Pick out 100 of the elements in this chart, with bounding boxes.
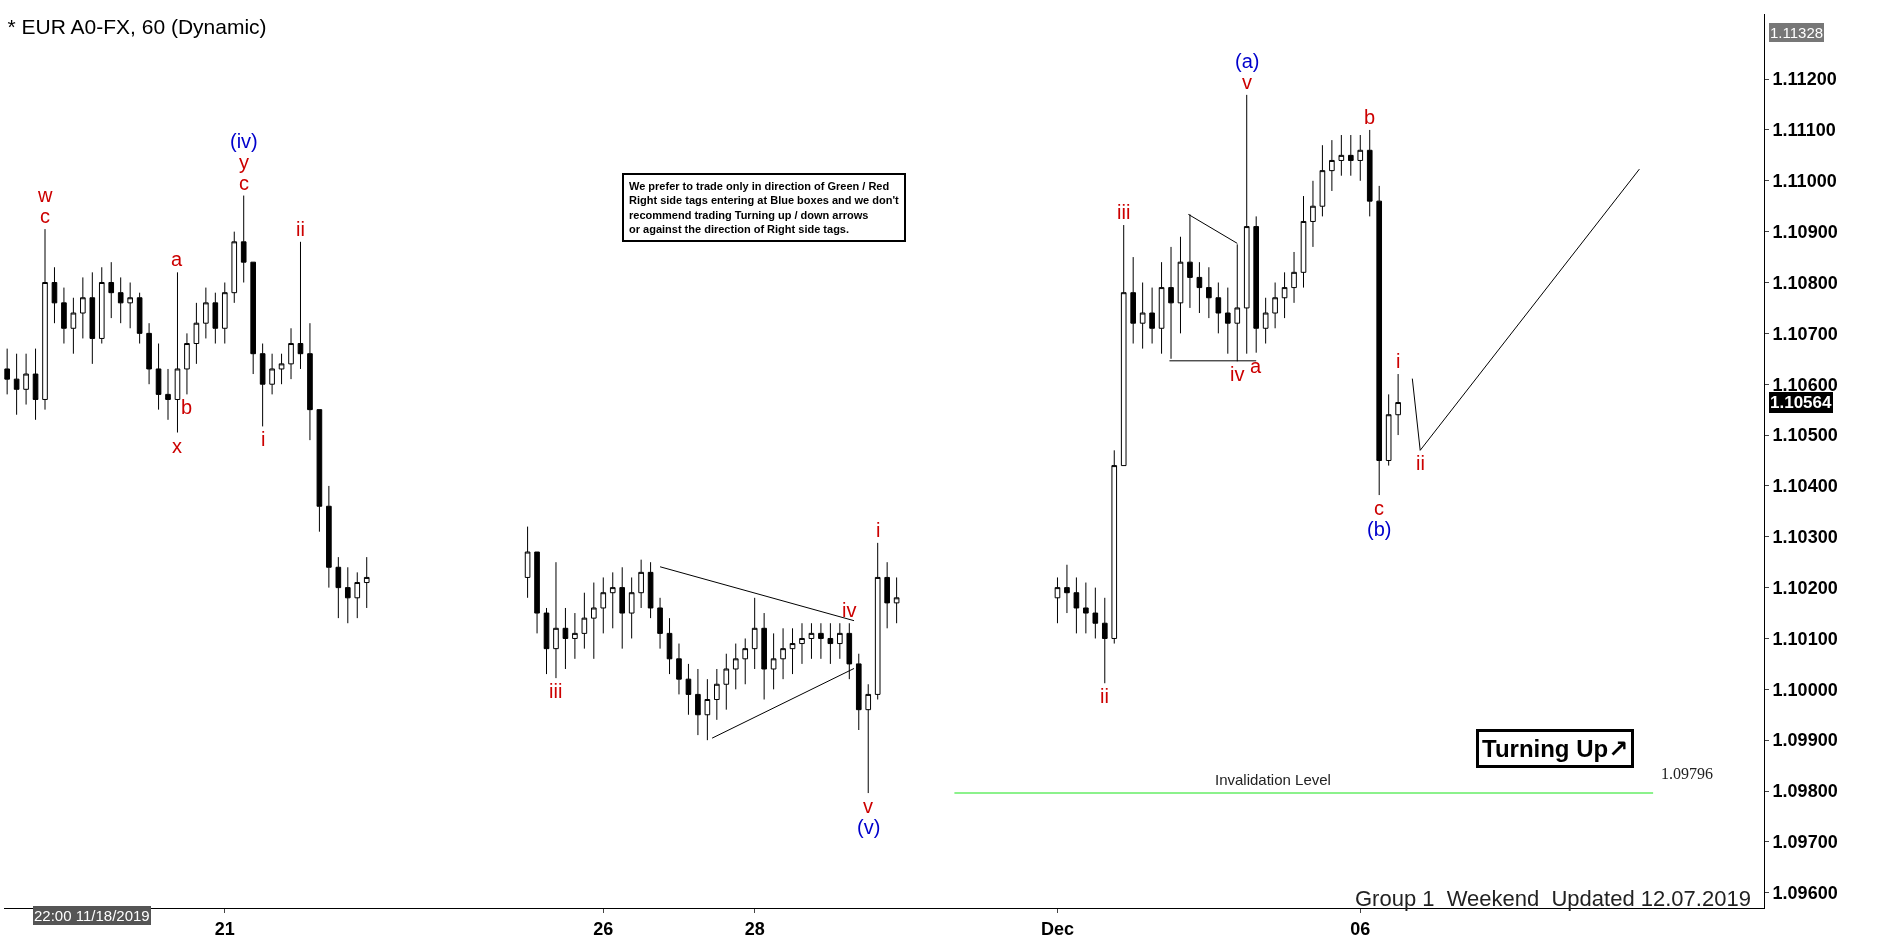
- candlestick: [723, 653, 730, 711]
- candlestick: [165, 368, 171, 421]
- text: 1.11328: [1770, 24, 1824, 41]
- candlestick: [117, 276, 124, 324]
- candlestick: [278, 353, 285, 385]
- annotation: (iv): [230, 130, 258, 152]
- candlestick: [1139, 282, 1146, 350]
- candlestick: [89, 271, 96, 365]
- candlestick: [80, 276, 86, 339]
- annotation: ii: [1100, 685, 1109, 707]
- candlestick: [600, 576, 607, 634]
- candlestick: [837, 622, 843, 660]
- annotation: i: [876, 519, 881, 541]
- candlestick: [240, 195, 247, 284]
- candlestick: [32, 348, 39, 421]
- candlestick: [146, 322, 152, 385]
- candlestick: [1272, 282, 1278, 329]
- candlestick: [1243, 94, 1250, 355]
- y-tick-label: 1.10100: [1772, 628, 1838, 649]
- annotation: a: [171, 248, 183, 270]
- annotation: 1.09796: [1661, 765, 1713, 782]
- candlestick: [316, 409, 323, 533]
- candlestick: [1215, 282, 1222, 334]
- candlestick: [1149, 287, 1155, 345]
- x-tick-label: 26: [593, 918, 614, 939]
- candlestick: [297, 241, 304, 370]
- candlestick: [543, 607, 550, 675]
- candlestick: [203, 287, 209, 339]
- x-tick-label: 28: [744, 918, 765, 939]
- annotation: c: [1374, 497, 1384, 519]
- candlestick: [572, 612, 578, 660]
- candlestick: [619, 566, 626, 650]
- candlestick: [676, 643, 682, 695]
- annotation: (b): [1367, 518, 1392, 540]
- annotation: iv: [842, 599, 857, 621]
- candlestick: [193, 302, 200, 365]
- candlestick: [1347, 134, 1354, 177]
- annotation: ii: [1416, 452, 1425, 474]
- candlestick: [562, 607, 569, 670]
- candlestick: [250, 261, 256, 375]
- candlestick: [1319, 144, 1326, 217]
- y-tick-label: 1.10400: [1772, 476, 1838, 497]
- annotation: c: [239, 172, 249, 194]
- annotation: a: [1250, 355, 1262, 377]
- candlestick: [524, 526, 531, 599]
- candlestick: [789, 627, 796, 675]
- annotation: ii: [296, 218, 305, 240]
- candlestick: [344, 566, 351, 624]
- annotation: v: [1242, 71, 1252, 93]
- candlestick: [1101, 597, 1108, 684]
- annotation: 22:00 11/18/2019: [34, 907, 150, 924]
- candlestick: [363, 556, 370, 609]
- candlestick: [307, 322, 313, 441]
- candlestick: [13, 353, 20, 416]
- candlestick: [628, 576, 635, 639]
- y-tick-label: 1.10900: [1772, 221, 1838, 242]
- x-tick-label: 06: [1350, 918, 1371, 939]
- candlestick: [818, 622, 824, 660]
- annotation: b: [1364, 106, 1376, 128]
- candlestick: [647, 561, 654, 619]
- candlestick: [1300, 195, 1307, 289]
- candlestick: [1064, 564, 1070, 614]
- candlestick: [1338, 134, 1345, 177]
- candlestick: [108, 261, 115, 319]
- candlestick: [136, 292, 143, 345]
- y-tick-label: 1.09700: [1772, 832, 1838, 853]
- annotation: iv: [1230, 363, 1245, 385]
- candlestick: [127, 282, 133, 329]
- candlestick: [666, 617, 673, 675]
- annotation: i: [261, 428, 266, 450]
- candlestick: [1083, 582, 1089, 634]
- candlestick: [1366, 129, 1373, 217]
- annotation: y: [239, 151, 249, 173]
- y-tick-label: 1.10500: [1772, 425, 1838, 446]
- candlestick: [212, 292, 219, 345]
- y-tick-label: 1.11100: [1772, 120, 1836, 141]
- annotation: b: [181, 396, 193, 418]
- annotation: c: [40, 205, 50, 227]
- candlestick: [714, 668, 720, 721]
- annotation: Group 1 Weekend Updated 12.07.2019: [1355, 886, 1751, 911]
- candlestick: [893, 576, 900, 624]
- candlestick: [4, 348, 10, 395]
- candlestick: [780, 627, 786, 680]
- annotation: iii: [549, 680, 563, 702]
- x-tick-label: Dec: [1040, 918, 1074, 939]
- candlestick: [231, 231, 238, 304]
- candlestick: [174, 271, 181, 434]
- candlestick: [1224, 287, 1231, 355]
- x-tick-label: 21: [214, 918, 235, 939]
- candlestick: [42, 228, 48, 411]
- annotation: w: [37, 184, 53, 206]
- candlestick: [70, 297, 77, 355]
- candlestick: [1310, 180, 1316, 248]
- candlestick: [1262, 297, 1269, 345]
- annotation: (a): [1235, 50, 1260, 72]
- candlestick: [808, 622, 815, 660]
- candlestick: [184, 332, 190, 395]
- y-tick-label: 1.09600: [1772, 883, 1838, 904]
- candlestick: [865, 683, 872, 794]
- candlestick: [335, 556, 342, 619]
